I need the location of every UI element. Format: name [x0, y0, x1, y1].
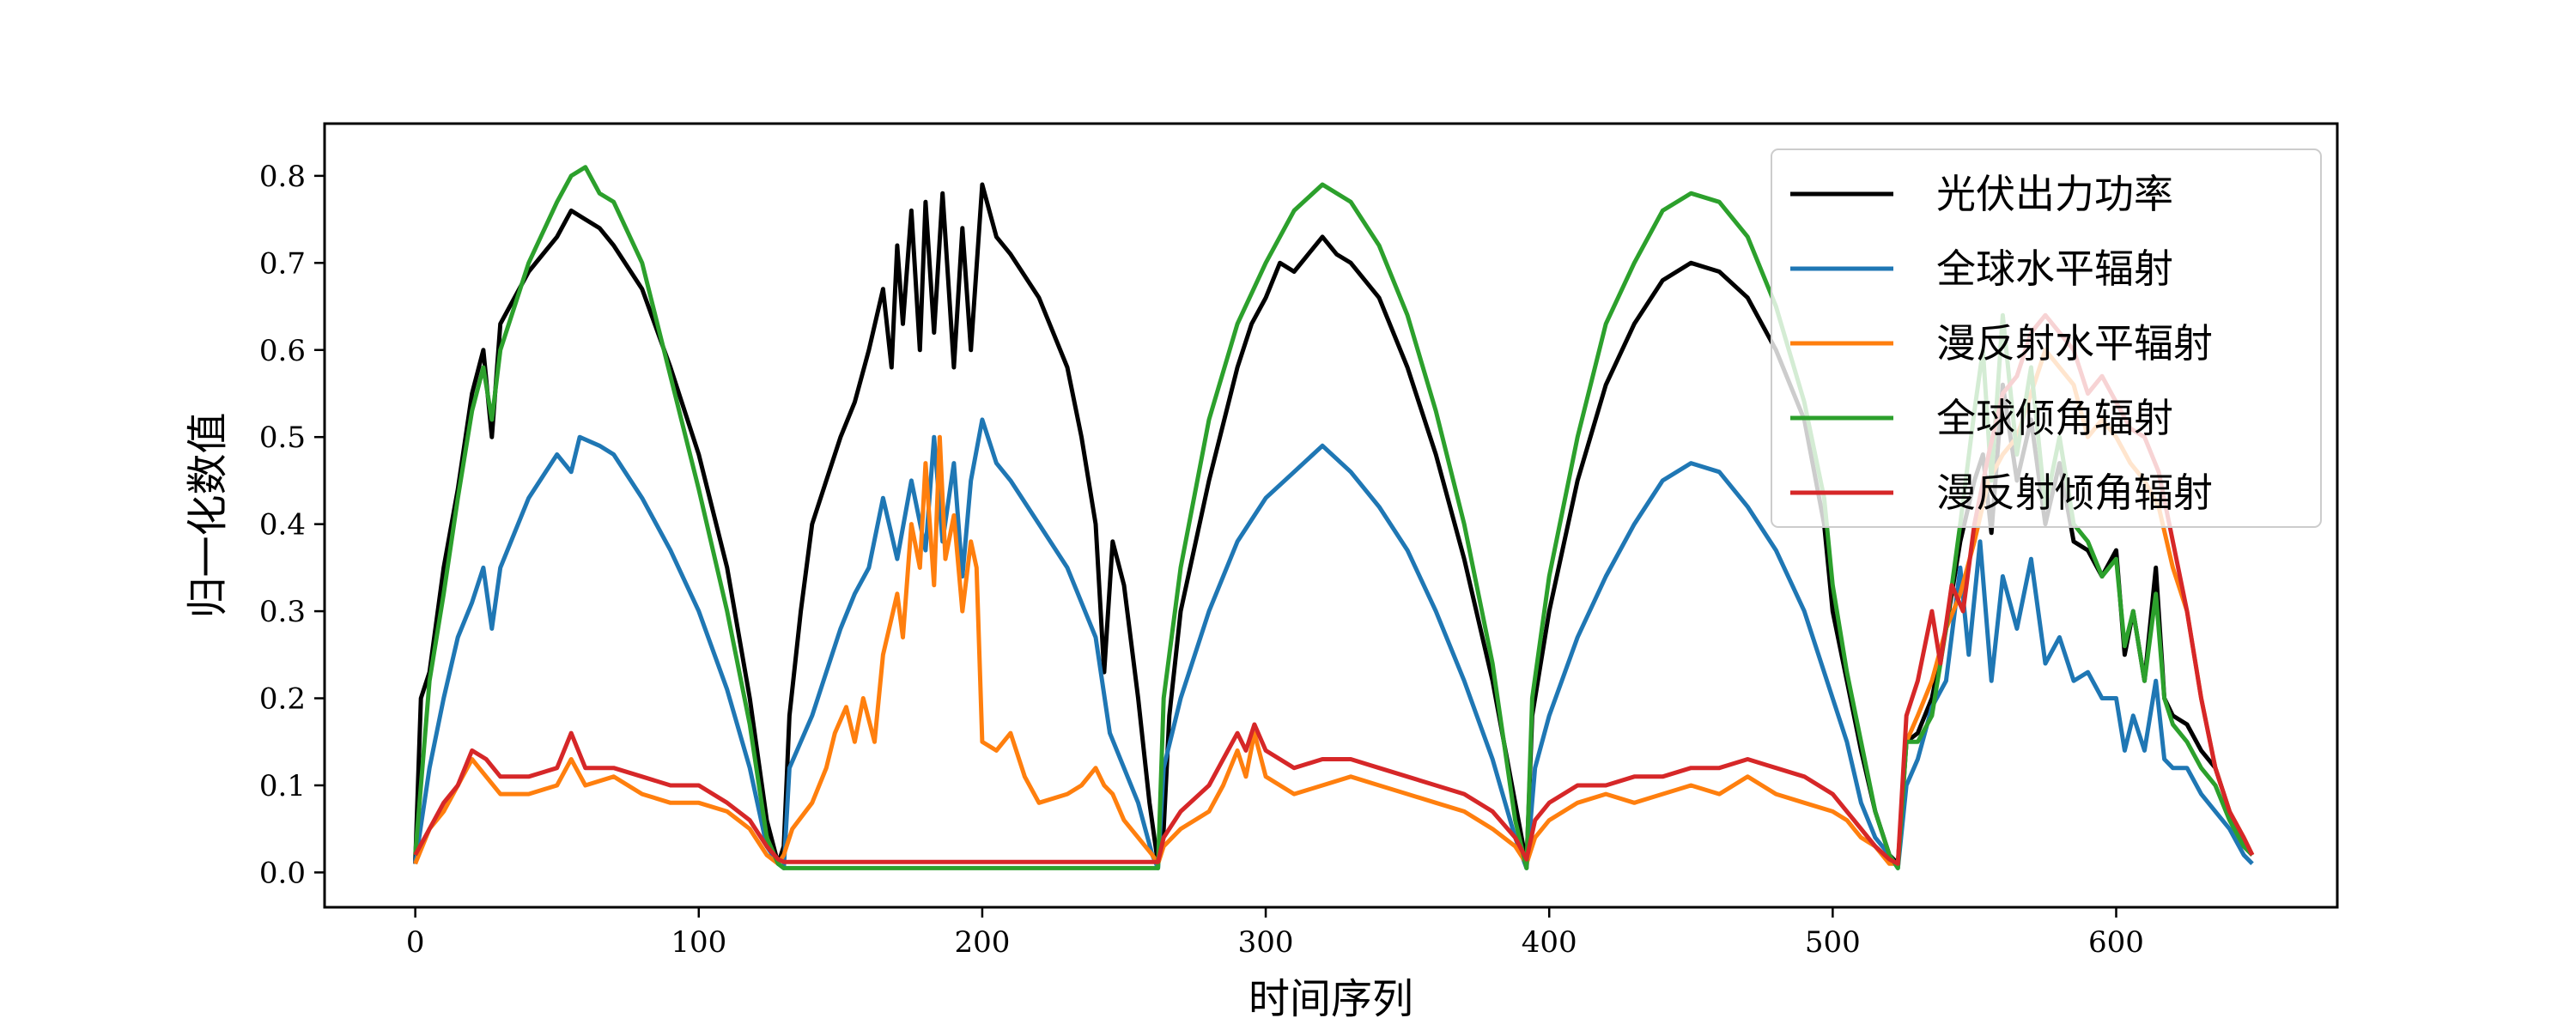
legend-label: 光伏出力功率: [1936, 171, 2173, 217]
x-axis: 0 100 200 300 400 500 600: [406, 907, 2144, 960]
y-tick-label: 0.8: [259, 160, 306, 194]
y-tick-label: 0.3: [259, 595, 306, 629]
legend-label: 漫反射倾角辐射: [1936, 470, 2213, 516]
x-tick-label: 500: [1805, 925, 1861, 960]
y-axis-label: 归一化数值: [184, 412, 232, 618]
x-tick-label: 200: [954, 925, 1010, 960]
y-tick-label: 0.4: [259, 508, 306, 542]
y-tick-label: 0.5: [259, 421, 306, 455]
y-tick-label: 0.7: [259, 246, 306, 281]
legend-label: 漫反射水平辐射: [1936, 320, 2213, 367]
plot-frame: [323, 122, 2339, 909]
legend-box: [1771, 148, 2322, 528]
legend-label: 全球倾角辐射: [1936, 395, 2173, 441]
legend-label: 全球水平辐射: [1936, 245, 2173, 292]
x-tick-label: 0: [406, 925, 425, 960]
y-tick-label: 0.6: [259, 334, 306, 368]
series-line-4: [413, 165, 2254, 870]
y-tick-label: 0.1: [259, 769, 306, 803]
x-tick-label: 400: [1522, 925, 1577, 960]
x-tick-label: 600: [2088, 925, 2144, 960]
x-axis-label: 时间序列: [1249, 975, 1413, 1023]
y-tick-label: 0.2: [259, 682, 306, 717]
y-tick-label: 0.0: [259, 856, 306, 890]
x-tick-label: 300: [1238, 925, 1294, 960]
series-line-2: [413, 417, 2254, 870]
x-tick-label: 100: [671, 925, 726, 960]
y-axis: 0.0 0.1 0.2 0.3 0.4 0.5 0.6 0.7 0.8: [259, 160, 325, 890]
